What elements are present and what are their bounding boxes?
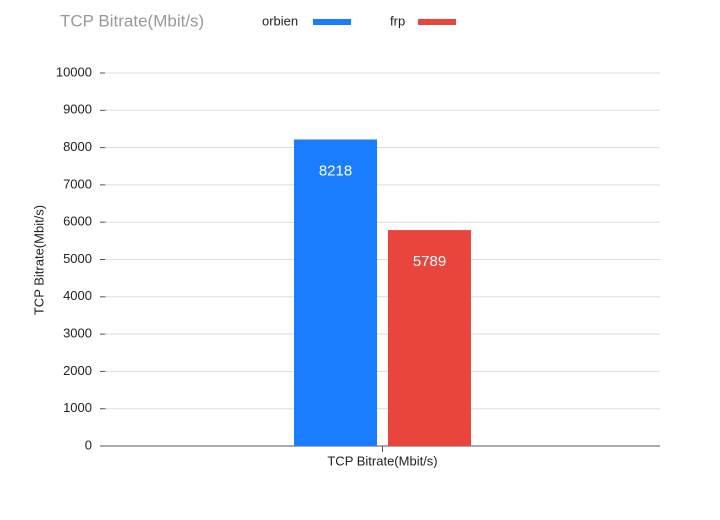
y-tick-label: 8000 xyxy=(63,139,92,154)
x-tick-label: TCP Bitrate(Mbit/s) xyxy=(327,453,437,468)
y-tick-label: 2000 xyxy=(63,363,92,378)
y-tick-label: 10000 xyxy=(56,64,92,79)
value-label: 5789 xyxy=(413,253,446,270)
bar xyxy=(294,139,377,446)
y-tick-label: 5000 xyxy=(63,251,92,266)
value-label: 8218 xyxy=(319,162,352,179)
y-tick-label: 1000 xyxy=(63,400,92,415)
legend-label: orbien xyxy=(262,13,298,28)
legend-swatch xyxy=(418,19,456,25)
y-tick-label: 4000 xyxy=(63,288,92,303)
y-tick-label: 9000 xyxy=(63,102,92,117)
y-tick-label: 7000 xyxy=(63,176,92,191)
bar xyxy=(388,230,471,446)
y-tick-label: 0 xyxy=(85,437,92,452)
chart-title: TCP Bitrate(Mbit/s) xyxy=(60,11,204,30)
legend-swatch xyxy=(313,19,351,25)
y-axis-label: TCP Bitrate(Mbit/s) xyxy=(31,205,46,315)
legend-label: frp xyxy=(390,13,405,28)
y-tick-label: 3000 xyxy=(63,326,92,341)
y-tick-label: 6000 xyxy=(63,214,92,229)
